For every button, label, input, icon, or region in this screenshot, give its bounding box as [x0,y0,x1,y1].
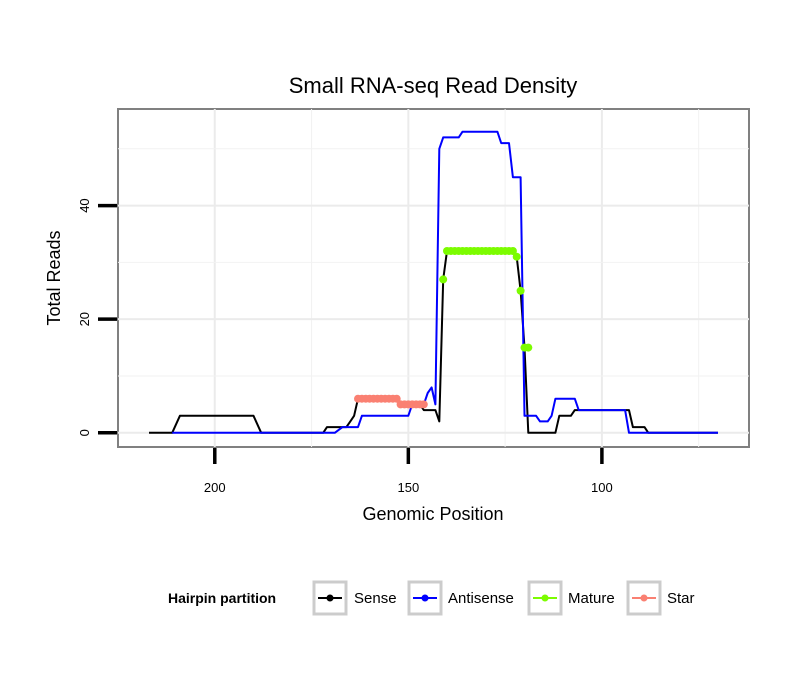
chart-title: Small RNA-seq Read Density [289,73,578,98]
data-point-mature-20 [516,286,525,295]
x-tick-label-0: 200 [204,480,226,495]
legend-title: Hairpin partition [168,590,276,606]
data-point-mature-0 [439,275,448,284]
series-line-sense [149,250,718,434]
y-tick-label-1: 20 [77,312,92,326]
legend-dot-star [640,594,648,602]
legend-label-sense: Sense [354,590,397,607]
y-axis-title: Total Reads [44,230,64,325]
legend-item-antisense: Antisense [407,580,514,616]
legend-label-antisense: Antisense [448,590,514,607]
data-point-mature-19 [512,252,521,261]
legend-item-star: Star [626,580,695,616]
x-axis-title: Genomic Position [362,504,503,524]
y-tick-label-2: 40 [77,198,92,212]
legend-dot-sense [326,594,334,602]
legend-label-star: Star [667,590,695,607]
data-point-mature-22 [524,343,533,352]
x-tick-label-1: 150 [397,480,419,495]
x-tick-label-2: 100 [591,480,613,495]
data-point-star-17 [419,400,428,409]
data-point-star-10 [392,394,401,403]
axes: 200 150 100 0 20 40 [77,198,613,495]
plot-area [149,130,718,434]
legend-label-mature: Mature [568,590,615,607]
legend-item-sense: Sense [312,580,397,616]
legend-dot-mature [541,594,549,602]
y-tick-label-0: 0 [77,429,92,436]
legend-item-mature: Mature [527,580,615,616]
legend: Hairpin partition Sense Antisense Mature… [168,580,695,616]
legend-dot-antisense [421,594,429,602]
plot-frame [117,108,750,448]
series-line-antisense [172,130,718,434]
data-point-mature-18 [508,247,517,255]
